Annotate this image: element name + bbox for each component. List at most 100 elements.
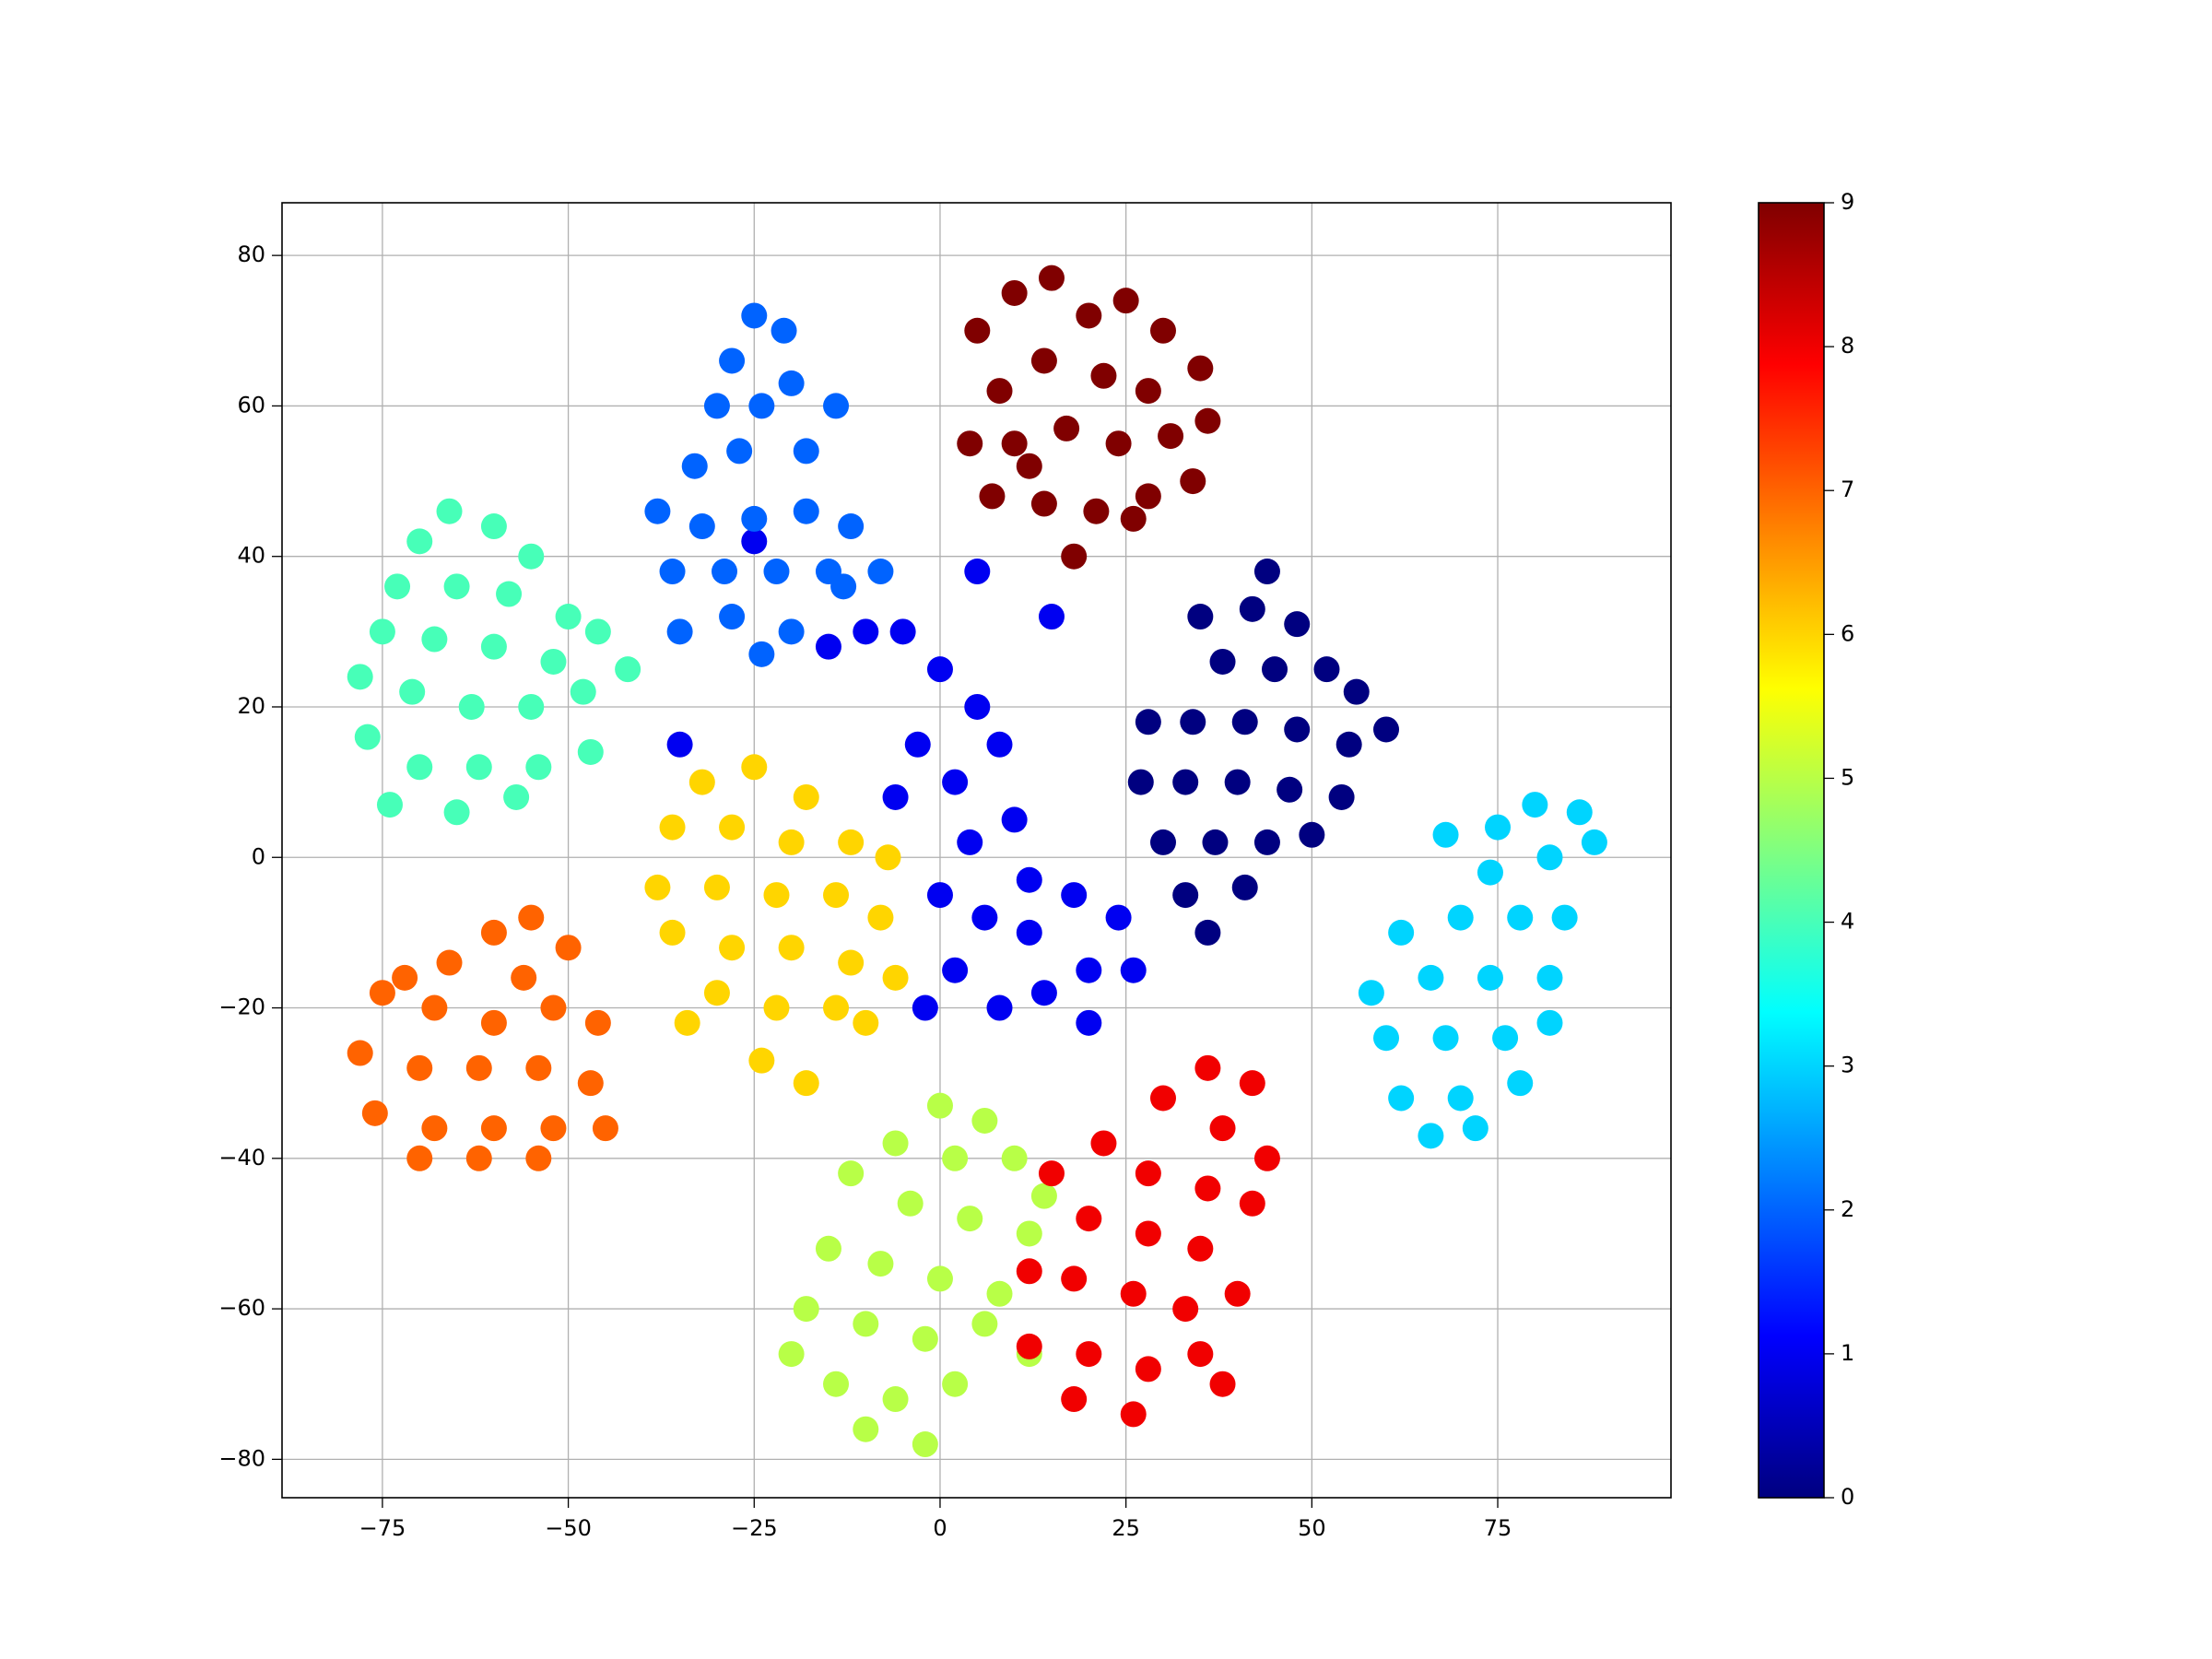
point (1194, 1054, 1221, 1081)
point (838, 949, 865, 976)
point (1149, 317, 1176, 344)
point (971, 1107, 998, 1134)
point (399, 678, 426, 705)
point (778, 618, 805, 645)
point (815, 633, 841, 660)
point (1224, 769, 1251, 795)
point (853, 1311, 879, 1337)
point (1418, 1123, 1444, 1149)
point (1432, 1025, 1459, 1052)
point (882, 783, 909, 810)
y-tick-label: 20 (237, 693, 265, 719)
point (1090, 1130, 1117, 1157)
point (719, 814, 746, 841)
point (465, 1054, 492, 1081)
point (771, 317, 797, 344)
point (748, 1047, 775, 1074)
point (443, 799, 470, 826)
point (503, 783, 530, 810)
point (1284, 716, 1311, 743)
point (942, 769, 969, 795)
point (369, 618, 395, 645)
ticks: −75 −50 −25 0 25 50 75−80−60−40−20020406080012… (218, 189, 1854, 1541)
point (1016, 919, 1042, 946)
point (1030, 980, 1057, 1006)
point (1202, 829, 1229, 855)
point (570, 678, 596, 705)
point (1172, 769, 1199, 795)
point (1566, 799, 1593, 826)
point (347, 664, 373, 690)
point (1149, 1085, 1176, 1112)
point (793, 498, 819, 524)
point (971, 904, 998, 931)
point (1061, 543, 1088, 570)
point (1536, 964, 1563, 991)
point (986, 994, 1013, 1021)
point (942, 1145, 969, 1171)
point (1187, 355, 1214, 382)
point (815, 1235, 841, 1262)
colorbar-tick-label: 0 (1841, 1484, 1854, 1510)
x-tick-label: −75 (359, 1515, 406, 1541)
point (1061, 1265, 1088, 1292)
colorbar-tick-label: 7 (1841, 477, 1854, 502)
point (577, 738, 604, 765)
point (1038, 604, 1065, 630)
point (392, 964, 418, 991)
point (592, 1115, 618, 1142)
point (644, 874, 671, 900)
point (480, 1115, 507, 1142)
point (793, 1296, 819, 1323)
point (1135, 1160, 1161, 1187)
point (957, 430, 983, 457)
point (1328, 783, 1355, 810)
point (741, 528, 768, 555)
point (1076, 957, 1102, 983)
point (1120, 505, 1147, 532)
point (979, 483, 1006, 510)
point (1536, 844, 1563, 871)
point (465, 754, 492, 781)
point (1135, 1356, 1161, 1382)
point (659, 559, 686, 585)
point (763, 994, 790, 1021)
point (1209, 648, 1236, 675)
point (838, 829, 865, 855)
point (1016, 866, 1042, 893)
point (719, 604, 746, 630)
point (823, 882, 850, 909)
point (1076, 1009, 1102, 1036)
point (1061, 882, 1088, 909)
point (406, 1145, 433, 1171)
point (688, 513, 715, 540)
point (555, 604, 582, 630)
point (793, 438, 819, 465)
point (525, 1145, 552, 1171)
point (1284, 611, 1311, 638)
point (904, 731, 931, 758)
point (1127, 769, 1154, 795)
point (1194, 919, 1221, 946)
point (793, 783, 819, 810)
point (1231, 874, 1258, 900)
point (838, 513, 865, 540)
point (882, 1130, 909, 1157)
point (1030, 347, 1057, 374)
point (763, 882, 790, 909)
point (719, 935, 746, 961)
colorbar-tick-label: 3 (1841, 1053, 1854, 1078)
point (964, 317, 991, 344)
point (480, 1009, 507, 1036)
point (1016, 1333, 1042, 1359)
point (875, 844, 901, 871)
point (1030, 490, 1057, 517)
point (1172, 882, 1199, 909)
point (1038, 1160, 1065, 1187)
point (1172, 1296, 1199, 1323)
point (480, 633, 507, 660)
point (1447, 904, 1474, 931)
point (971, 1311, 998, 1337)
point (853, 618, 879, 645)
point (1335, 731, 1362, 758)
